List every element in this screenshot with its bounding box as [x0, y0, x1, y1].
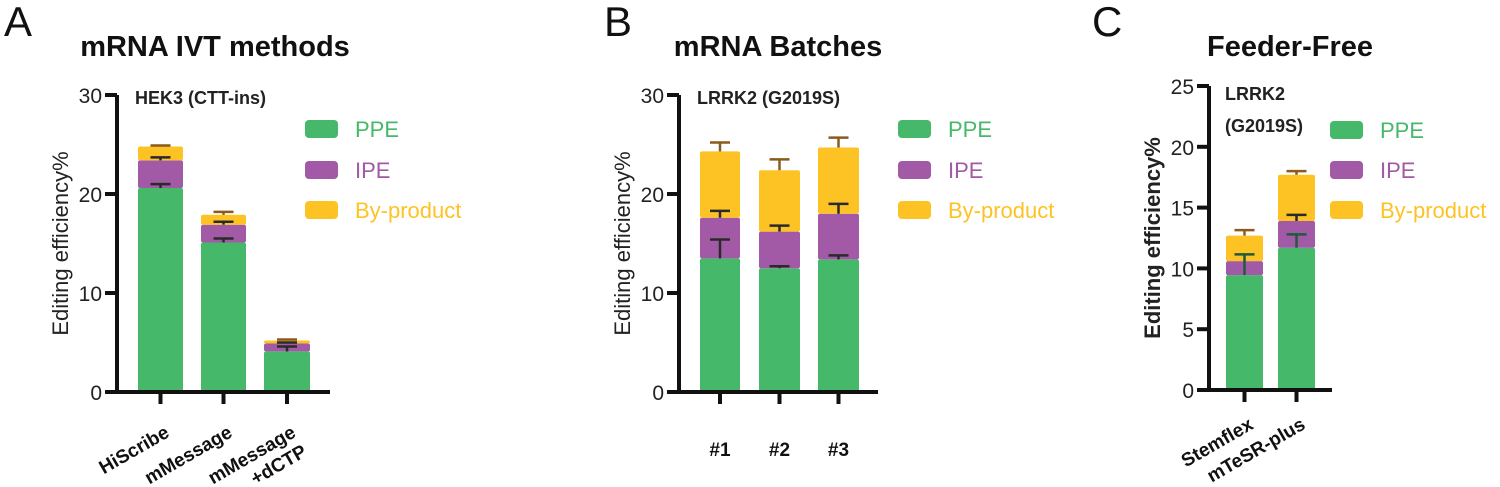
y-tick-label: 15 — [1171, 198, 1194, 221]
legend-swatch-by-product — [305, 201, 338, 219]
y-axis-label: Editing efficiency% — [48, 151, 73, 335]
legend-label: By-product — [355, 198, 461, 223]
bar-ppe — [759, 268, 800, 392]
legend-label: By-product — [1380, 198, 1486, 223]
legend-swatch-ppe — [305, 120, 338, 138]
y-axis-label: Editing efficiency% — [1140, 137, 1165, 339]
legend-swatch-ppe — [898, 120, 931, 138]
legend-swatch-by-product — [898, 201, 931, 219]
y-tick-label: 20 — [1171, 137, 1194, 160]
legend-swatch-ipe — [305, 161, 338, 179]
panel-subtitle: HEK3 (CTT-ins) — [135, 88, 266, 108]
y-tick-label: 10 — [641, 283, 664, 306]
x-tick-label: #1 — [709, 440, 731, 461]
panel-letter: A — [4, 0, 32, 45]
panel-c: C Feeder-Free LRRK2 (G2019S) Editing efficie… — [1092, 0, 1486, 487]
y-tick-label: 0 — [652, 382, 664, 405]
legend-label: IPE — [1380, 158, 1415, 183]
bar-by-product — [818, 147, 859, 214]
y-axis-label: Editing efficiency% — [610, 151, 635, 335]
panel-subtitle: LRRK2 — [1225, 84, 1285, 104]
legend-swatch-ipe — [1330, 161, 1363, 179]
y-tick-label: 0 — [90, 382, 102, 405]
bar-ipe — [201, 224, 246, 243]
bar-ppe — [201, 242, 246, 392]
y-tick-label: 10 — [79, 283, 102, 306]
x-tick-label: #2 — [769, 440, 790, 461]
bar-ipe — [818, 213, 859, 260]
y-tick-label: 0 — [1182, 380, 1194, 403]
panel-title: mRNA IVT methods — [80, 31, 350, 63]
bar-by-product — [1278, 174, 1315, 221]
panel-subtitle: (G2019S) — [1225, 116, 1303, 136]
legend-label: PPE — [1380, 118, 1424, 143]
bar-ipe — [138, 160, 183, 189]
legend-swatch-ppe — [1330, 121, 1363, 139]
y-tick-label: 25 — [1171, 76, 1194, 99]
legend-label: By-product — [948, 198, 1054, 223]
panel-title: mRNA Batches — [674, 31, 882, 63]
bar-by-product — [759, 170, 800, 232]
bar-by-product — [700, 151, 740, 218]
legend-label: PPE — [355, 117, 399, 142]
panel-letter: B — [604, 0, 632, 45]
bar-ipe — [700, 217, 740, 259]
legend-label: IPE — [355, 158, 390, 183]
panel-title: Feeder-Free — [1207, 31, 1373, 63]
legend-swatch-ipe — [898, 161, 931, 179]
y-tick-label: 5 — [1182, 319, 1194, 342]
bar-ppe — [818, 259, 859, 392]
bar-ppe — [700, 258, 740, 392]
panel-subtitle: LRRK2 (G2019S) — [697, 88, 840, 108]
y-tick-label: 20 — [641, 184, 664, 207]
bar-by-product — [138, 146, 183, 161]
panel-letter: C — [1092, 0, 1122, 45]
bar-ppe — [1226, 275, 1263, 390]
legend-swatch-by-product — [1330, 201, 1363, 219]
y-tick-label: 30 — [79, 85, 102, 108]
y-tick-label: 30 — [641, 85, 664, 108]
y-tick-label: 10 — [1171, 258, 1194, 281]
bar-ppe — [264, 351, 310, 392]
legend-label: IPE — [948, 158, 983, 183]
x-tick-label: #3 — [828, 440, 849, 461]
legend-label: PPE — [948, 117, 992, 142]
bar-ppe — [138, 188, 183, 392]
y-tick-label: 20 — [79, 184, 102, 207]
bar-ppe — [1278, 247, 1315, 390]
bar-ipe — [759, 231, 800, 269]
bar-by-product — [201, 214, 246, 225]
